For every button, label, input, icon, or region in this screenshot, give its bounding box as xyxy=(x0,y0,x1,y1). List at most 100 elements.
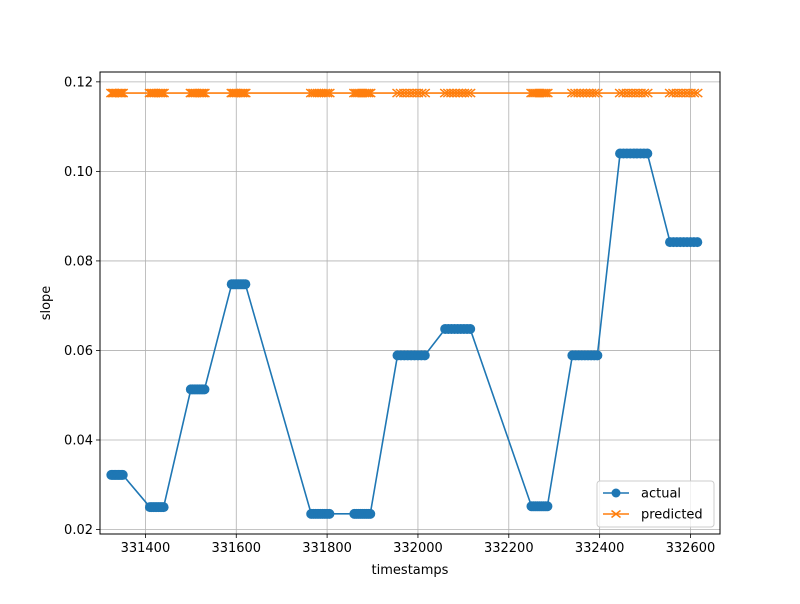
plot-frame xyxy=(99,71,721,535)
marker-stroke xyxy=(323,88,335,98)
x-tick-label: 332600 xyxy=(666,541,716,556)
x-axis-label: timestamps xyxy=(372,563,449,578)
data-point-actual xyxy=(642,148,653,159)
data-point-predicted xyxy=(234,88,246,98)
data-point-predicted xyxy=(117,88,129,98)
marker-stroke xyxy=(461,88,473,98)
data-point-predicted xyxy=(319,88,331,98)
marker-stroke xyxy=(364,88,376,98)
marker-stroke xyxy=(234,88,246,98)
data-point-predicted xyxy=(156,88,168,98)
marker-stroke xyxy=(236,88,248,98)
axis-ticks: 331400 331600 331800 332000 332200 332400 3326… xyxy=(64,75,715,556)
data-point-predicted xyxy=(360,88,372,98)
marker-stroke xyxy=(464,88,476,98)
y-tick-label: 0.12 xyxy=(64,75,93,90)
marker-stroke xyxy=(193,88,205,98)
data-point-predicted xyxy=(199,88,210,98)
y-tick-label: 0.02 xyxy=(64,523,93,538)
y-tick-label: 0.10 xyxy=(64,165,93,180)
data-point-predicted xyxy=(541,88,553,98)
marker-stroke xyxy=(114,88,126,98)
marker-stroke xyxy=(321,88,333,98)
x-tick-label: 331800 xyxy=(302,541,352,556)
data-point-predicted xyxy=(195,88,207,98)
data-point-predicted xyxy=(539,88,551,98)
data-point-predicted xyxy=(323,88,335,98)
data-point-actual xyxy=(240,279,251,290)
legend-marker xyxy=(611,488,621,498)
marker-stroke xyxy=(197,88,209,98)
x-tick-label: 331400 xyxy=(121,541,171,556)
data-point-actual xyxy=(365,508,376,519)
marker-stroke xyxy=(195,88,207,98)
marker-stroke xyxy=(238,88,250,98)
data-point-predicted xyxy=(537,88,549,98)
data-point-predicted xyxy=(638,88,650,98)
marker-stroke xyxy=(537,88,549,98)
data-point-predicted xyxy=(154,88,166,98)
data-point-actual xyxy=(542,501,553,512)
data-point-actual xyxy=(465,323,476,334)
marker-stroke xyxy=(415,88,427,98)
grid xyxy=(100,72,720,534)
marker-stroke xyxy=(591,88,603,98)
marker-stroke xyxy=(419,88,431,98)
marker-stroke xyxy=(638,88,650,98)
data-point-predicted xyxy=(464,88,476,98)
x-tick-label: 332200 xyxy=(484,541,534,556)
legend: actual predicted xyxy=(596,480,715,528)
legend-item-actual: actual xyxy=(603,487,681,502)
x-tick-label: 332000 xyxy=(393,541,443,556)
y-tick-label: 0.08 xyxy=(64,254,93,269)
data-point-predicted xyxy=(588,88,600,98)
marker-stroke xyxy=(153,88,164,98)
data-point-predicted xyxy=(461,88,473,98)
marker-stroke xyxy=(112,88,124,98)
y-tick-label: 0.06 xyxy=(64,344,93,359)
data-point-predicted xyxy=(691,88,703,98)
marker-stroke xyxy=(199,88,210,98)
legend-marker xyxy=(611,509,621,519)
data-point-predicted xyxy=(591,88,603,98)
marker-stroke xyxy=(541,88,553,98)
y-tick-label: 0.04 xyxy=(64,433,93,448)
marker-stroke xyxy=(641,88,653,98)
data-point-predicted xyxy=(197,88,209,98)
data-point-predicted xyxy=(236,88,248,98)
data-point-predicted xyxy=(153,88,164,98)
marker-stroke xyxy=(362,88,374,98)
marker-stroke xyxy=(154,88,166,98)
series-line-actual xyxy=(111,152,698,515)
data-point-predicted xyxy=(239,88,251,98)
data-point-actual xyxy=(117,469,128,480)
y-axis-label: slope xyxy=(39,286,54,321)
data-point-predicted xyxy=(158,88,170,98)
legend-label: predicted xyxy=(641,508,703,523)
marker-stroke xyxy=(539,88,551,98)
marker-stroke xyxy=(319,88,331,98)
marker-stroke xyxy=(156,88,168,98)
data-point-predicted xyxy=(364,88,376,98)
data-point-predicted xyxy=(688,88,700,98)
data-point-actual xyxy=(692,237,703,248)
data-point-predicted xyxy=(193,88,205,98)
data-point-predicted xyxy=(114,88,126,98)
x-tick-label: 332400 xyxy=(575,541,625,556)
marker-stroke xyxy=(115,88,127,98)
marker-stroke xyxy=(691,88,703,98)
legend-label: actual xyxy=(641,487,681,502)
data-point-predicted xyxy=(238,88,250,98)
marker-stroke xyxy=(158,88,170,98)
legend-item-predicted: predicted xyxy=(603,508,703,523)
data-point-predicted xyxy=(419,88,431,98)
data-point-predicted xyxy=(112,88,124,98)
x-tick-label: 331600 xyxy=(211,541,261,556)
data-point-actual xyxy=(158,502,169,513)
data-point-predicted xyxy=(115,88,127,98)
marker-stroke xyxy=(360,88,372,98)
data-point-actual xyxy=(199,384,210,395)
data-point-predicted xyxy=(362,88,374,98)
